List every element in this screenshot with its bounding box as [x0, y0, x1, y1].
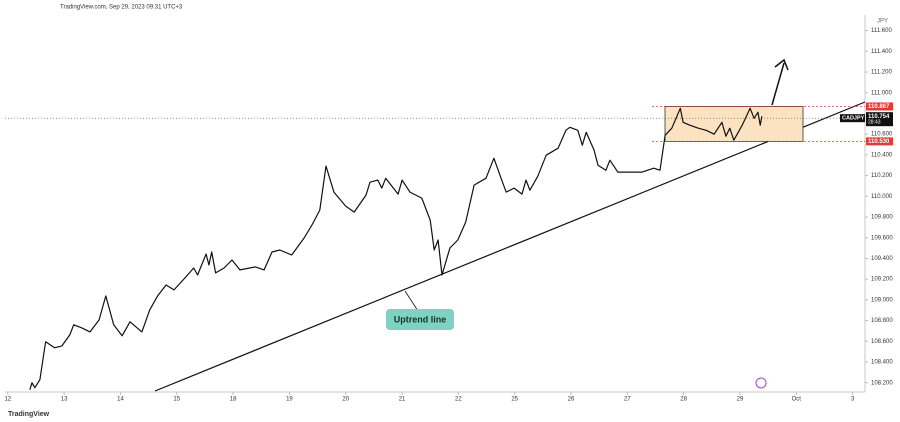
zone-label-bg — [866, 137, 893, 146]
y-tick-label: 111.400 — [871, 49, 892, 55]
x-tick-label: 18 — [230, 397, 237, 403]
symbol: CADJPY — [842, 116, 865, 122]
y-tick-label: 109.200 — [871, 277, 893, 283]
y-tick-label: 110.600 — [871, 132, 893, 138]
y-tick-label: 109.400 — [871, 256, 893, 262]
arrow-shaft — [771, 62, 785, 106]
zone-label: 110.867 — [868, 104, 890, 110]
x-tick-label: 29 — [737, 397, 744, 403]
price-line — [29, 107, 763, 390]
x-tick-label: 13 — [61, 397, 68, 403]
x-tick-label: 26 — [568, 397, 575, 403]
zone-label: 110.530 — [868, 139, 890, 145]
y-tick-label: 109.600 — [871, 235, 893, 241]
y-tick-label: 110.000 — [871, 194, 893, 200]
y-tick-label: 108.600 — [871, 339, 893, 345]
header: TradingView.com, Sep 29, 2023 09:31 UTC+… — [60, 5, 183, 11]
x-tick-label: 20 — [342, 397, 349, 403]
x-tick-label: 22 — [455, 397, 462, 403]
zone-label-bg — [866, 102, 893, 111]
y-tick-label: 109.800 — [871, 215, 893, 221]
annotation: Uptrend line — [394, 314, 447, 324]
x-tick-label: 12 — [4, 397, 11, 403]
y-tick-label: 109.000 — [871, 297, 893, 303]
y-tick-label: 111.200 — [871, 70, 892, 76]
x-tick-label: Oct — [792, 397, 802, 403]
x-tick-label: 15 — [173, 397, 180, 403]
event-icon — [755, 377, 767, 389]
x-tick-label: 28 — [680, 397, 687, 403]
footer: TradingView — [8, 411, 50, 418]
x-tick-label: 19 — [286, 397, 293, 403]
last-price-bg — [866, 112, 893, 127]
y-tick-label: 110.400 — [871, 152, 893, 158]
y-tick-label: 108.200 — [871, 380, 893, 386]
y-tick-label: 111.600 — [871, 28, 892, 34]
y-tick-label: 108.400 — [871, 360, 893, 366]
x-tick-label: 14 — [117, 397, 124, 403]
annotation-box — [386, 309, 454, 330]
currency: JPY — [877, 19, 888, 25]
x-tick-label: 25 — [511, 397, 518, 403]
arrow-head — [774, 58, 789, 71]
x-tick-label: 27 — [624, 397, 631, 403]
symbol-bg — [840, 114, 865, 123]
uptrend-line — [154, 101, 866, 392]
countdown: 28:43 — [868, 120, 881, 126]
y-tick-label: 111.000 — [871, 90, 892, 96]
x-tick-label: 3 — [851, 397, 855, 403]
y-tick-label: 110.200 — [871, 173, 893, 179]
last-price: 110.754 — [868, 114, 890, 120]
callout-pointer — [404, 290, 419, 312]
y-tick-label: 108.800 — [871, 318, 893, 324]
x-tick-label: 21 — [399, 397, 406, 403]
